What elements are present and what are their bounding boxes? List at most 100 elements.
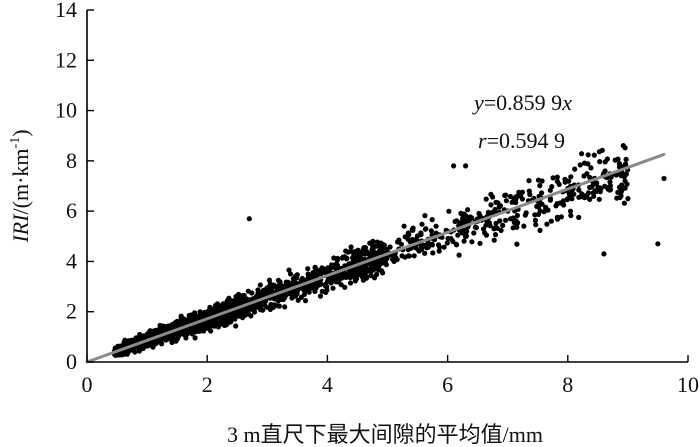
data-point (451, 163, 457, 169)
data-point (246, 216, 252, 222)
data-point (260, 307, 266, 313)
data-point (537, 208, 543, 214)
data-point (367, 240, 373, 246)
data-point (564, 197, 570, 203)
data-point (127, 347, 133, 353)
data-point (317, 293, 324, 299)
data-point (579, 191, 585, 197)
equation-text: =0.859 9 (484, 90, 562, 115)
data-point (214, 303, 220, 309)
data-point (165, 323, 171, 329)
data-point (597, 159, 603, 165)
data-point (558, 214, 564, 220)
data-point (320, 269, 326, 275)
data-point (428, 228, 434, 234)
data-point (510, 225, 516, 231)
data-point (196, 313, 202, 319)
y-tick-label: 0 (66, 349, 77, 374)
data-point (541, 209, 547, 215)
data-point (226, 300, 232, 306)
data-point (120, 342, 127, 348)
y-tick-label: 6 (66, 198, 77, 223)
data-point (576, 187, 582, 193)
data-point (498, 227, 504, 233)
data-point (577, 162, 583, 168)
data-point (429, 242, 435, 248)
data-point (547, 197, 554, 203)
correlation-coefficient: r=0.594 9 (478, 128, 565, 153)
data-point (582, 195, 588, 201)
y-axis-title-sup: -1 (8, 137, 23, 149)
y-tick-label: 14 (55, 0, 77, 22)
data-point (338, 282, 344, 288)
data-point (608, 187, 614, 193)
data-point (234, 296, 241, 302)
y-axis-title-italic: IRI (8, 213, 33, 244)
data-point (596, 196, 602, 202)
data-point (205, 325, 211, 331)
data-point (399, 253, 405, 259)
data-point (411, 253, 417, 259)
data-point (381, 242, 387, 248)
data-point (518, 193, 524, 199)
data-point (348, 248, 354, 254)
data-point (132, 349, 138, 355)
equation-var: y (472, 90, 484, 115)
data-point (312, 265, 318, 271)
data-point (176, 319, 182, 325)
data-point (526, 178, 532, 184)
data-point (410, 225, 416, 231)
data-point (476, 210, 482, 217)
data-point (361, 245, 367, 251)
data-point (329, 264, 335, 271)
data-point (576, 214, 582, 220)
data-point (260, 287, 266, 293)
data-point (376, 248, 383, 254)
data-point (599, 147, 605, 153)
data-point (566, 191, 573, 197)
data-point (255, 304, 261, 310)
data-point (619, 187, 625, 193)
data-point (462, 219, 468, 225)
data-point (514, 241, 520, 247)
data-point (384, 255, 390, 262)
data-point (503, 192, 509, 198)
data-point (193, 329, 199, 335)
data-point (585, 190, 592, 196)
corr-var: r (478, 128, 487, 153)
data-point (554, 174, 560, 180)
y-axis-title: IRI/(m·km-1) (8, 129, 33, 243)
data-point (591, 152, 597, 158)
data-point (216, 308, 223, 314)
data-point (334, 262, 341, 268)
data-point (365, 266, 371, 273)
data-point (463, 232, 469, 238)
data-point (178, 313, 184, 319)
data-point (170, 321, 176, 327)
data-point (568, 212, 574, 219)
data-point (554, 216, 561, 222)
data-point (537, 183, 543, 189)
data-point (383, 262, 389, 268)
data-point (286, 267, 292, 273)
data-point (312, 288, 318, 294)
data-point (347, 280, 354, 286)
data-point (242, 295, 248, 301)
data-point (522, 212, 528, 218)
data-point (533, 222, 539, 228)
data-point (601, 251, 607, 257)
data-point (140, 342, 146, 348)
data-point (464, 228, 470, 234)
data-point (521, 223, 527, 229)
data-point (579, 151, 585, 157)
data-point (305, 271, 311, 277)
data-point (212, 319, 218, 325)
data-point (488, 191, 494, 197)
data-point (183, 331, 189, 337)
y-tick-label: 8 (66, 148, 77, 173)
data-point (539, 178, 545, 184)
data-point (333, 279, 339, 285)
data-point (282, 304, 288, 310)
data-point (169, 339, 175, 345)
